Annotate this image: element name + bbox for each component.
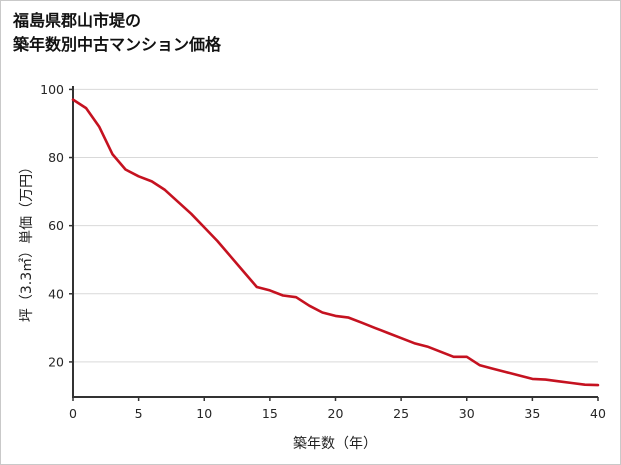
- axes: [69, 86, 599, 401]
- y-tick-label: 80: [48, 150, 64, 165]
- y-tick-label: 20: [48, 354, 64, 369]
- gridlines: [73, 88, 598, 363]
- x-tick-label: 35: [524, 406, 540, 421]
- y-tick-label: 60: [48, 218, 64, 233]
- y-axis-title: 坪（3.3㎡）単価（万円）: [19, 159, 35, 323]
- x-tick-label: 5: [135, 406, 143, 421]
- chart-title-line1: 福島県郡山市堤の: [13, 11, 142, 30]
- chart-title-line2: 築年数別中古マンション価格: [13, 35, 222, 54]
- chart-title: 福島県郡山市堤の 築年数別中古マンション価格: [13, 9, 221, 57]
- y-tick-label: 100: [40, 82, 64, 97]
- x-tick-label: 40: [590, 406, 606, 421]
- x-tick-label: 25: [393, 406, 409, 421]
- x-axis-title: 築年数（年）: [293, 436, 377, 452]
- y-tick-label: 40: [48, 286, 64, 301]
- tick-labels: 20 40 60 80 100 0 5 10 15 20 25 30 35 40: [40, 82, 606, 421]
- x-tick-label: 15: [262, 406, 278, 421]
- x-tick-label: 0: [69, 406, 77, 421]
- x-tick-label: 30: [459, 406, 475, 421]
- price-series-line: [71, 98, 600, 387]
- x-tick-label: 10: [196, 406, 212, 421]
- x-tick-label: 20: [328, 406, 344, 421]
